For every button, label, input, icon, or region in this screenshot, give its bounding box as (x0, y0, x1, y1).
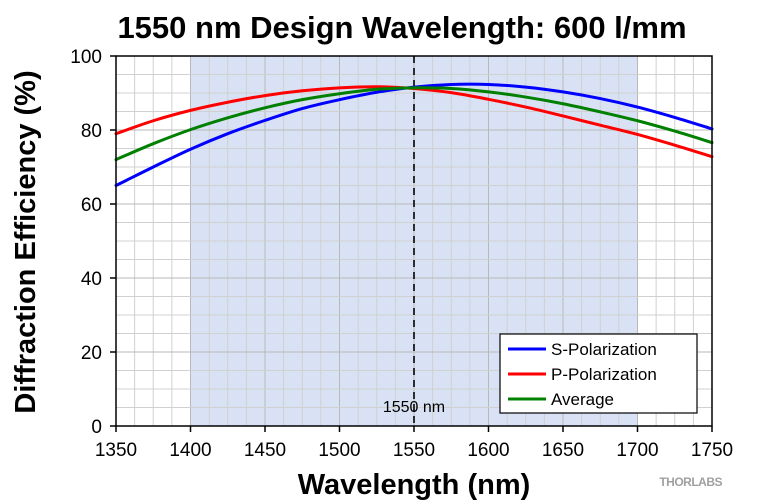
design-wavelength-label: 1550 nm (383, 399, 445, 416)
x-tick-label: 1400 (169, 440, 211, 461)
legend-label: Average (551, 390, 614, 409)
series-line-average (114, 86, 714, 162)
x-axis-title: Wavelength (nm) (298, 469, 531, 501)
y-axis-title: Diffraction Efficiency (%) (10, 70, 42, 413)
y-tick-label: 80 (81, 121, 102, 142)
x-tick-label: 1550 (393, 440, 435, 461)
legend: S-Polarization P-Polarization Average (499, 333, 698, 414)
x-tick-label: 1600 (467, 440, 509, 461)
y-tick-label: 60 (81, 195, 102, 216)
y-tick-label: 40 (81, 269, 102, 290)
thorlabs-logo: THORLABS (659, 475, 722, 489)
chart-title: 1550 nm Design Wavelength: 600 l/mm (117, 10, 686, 45)
x-tick-label: 1450 (244, 440, 286, 461)
legend-label: S-Polarization (551, 340, 657, 359)
x-tick-label: 1750 (691, 440, 733, 461)
x-tick-label: 1500 (318, 440, 360, 461)
x-tick-label: 1650 (542, 440, 584, 461)
y-tick-label: 0 (91, 417, 102, 438)
y-tick-label: 20 (81, 343, 102, 364)
x-tick-label: 1700 (616, 440, 658, 461)
y-tick-label: 100 (70, 47, 102, 68)
legend-label: P-Polarization (551, 365, 657, 384)
x-tick-label: 1350 (95, 440, 137, 461)
